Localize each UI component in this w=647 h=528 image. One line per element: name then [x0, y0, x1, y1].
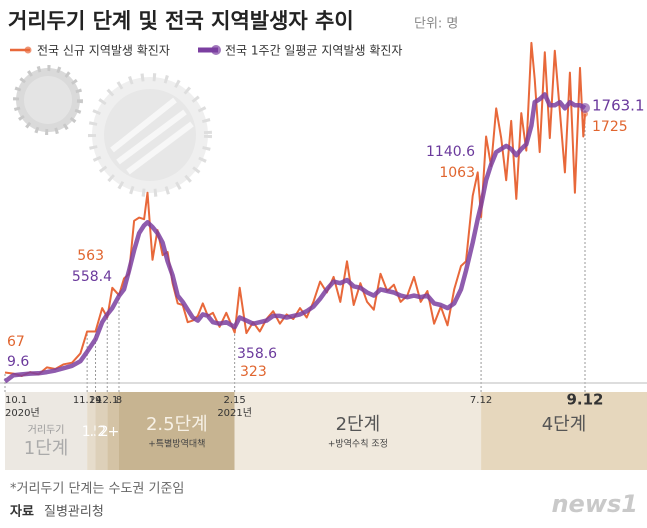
value-label: 1725: [592, 119, 628, 135]
stage-band: [95, 392, 108, 470]
source: 질병관리청: [44, 505, 104, 520]
footnote: *거리두기 단계는 수도권 기준임: [10, 482, 184, 497]
value-label: 1140.6: [426, 144, 475, 160]
logo: news1: [551, 490, 638, 518]
value-label: 558.4: [72, 269, 112, 285]
legend-label: 전국 신규 지역발생 확진자: [37, 44, 170, 58]
stage-label: 4단계: [542, 414, 587, 435]
legend-dot: [211, 45, 221, 55]
x-tick-label: 9.12: [566, 391, 603, 409]
value-label: 358.6: [237, 346, 277, 362]
x-tick-label: 2.15: [224, 395, 246, 406]
stage-heading: 거리두기: [28, 424, 65, 436]
chart-title: 거리두기 단계 및 전국 지역발생자 추이: [8, 9, 354, 33]
stage-band: [5, 392, 88, 470]
x-tick-label: 24: [89, 395, 102, 406]
legend-label: 전국 1주간 일평균 지역발생 확진자: [225, 44, 402, 58]
value-label: 563: [77, 248, 104, 264]
year-label: 2021년: [217, 407, 252, 419]
value-label: 1763.1: [592, 97, 645, 115]
source-label: 자료: [10, 505, 34, 520]
series-line: [4, 41, 586, 377]
stage-note: +방역수칙 조정: [328, 439, 388, 450]
stage-label: 2: [97, 424, 105, 440]
x-tick-label: 11.19: [73, 395, 102, 406]
value-label: 67: [7, 334, 25, 350]
virus-decoration: [13, 65, 212, 197]
stage-note: +특별방역대책: [148, 438, 205, 450]
stage-band: [107, 392, 119, 470]
stage-label: 2단계: [336, 414, 381, 435]
x-tick-label: 10.1: [5, 395, 27, 406]
stage-band: [481, 392, 647, 470]
x-tick-label: 12.1: [96, 395, 118, 406]
end-point: [580, 102, 590, 113]
series-line: [3, 92, 587, 384]
value-label: 9.6: [7, 354, 29, 370]
stage-band: [234, 392, 482, 470]
stage-band: [118, 392, 235, 470]
value-label: 1063: [439, 165, 475, 181]
value-label: 323: [240, 364, 267, 380]
stage-label: 1단계: [24, 438, 69, 459]
legend-dot: [24, 46, 32, 54]
year-label: 2020년: [5, 407, 40, 419]
stage-label: 2.5단계: [146, 414, 208, 435]
x-tick-label: 8: [116, 395, 122, 406]
stage-band: [87, 392, 96, 470]
unit-label: 단위: 명: [414, 17, 458, 32]
x-tick-label: 7.12: [470, 395, 492, 406]
